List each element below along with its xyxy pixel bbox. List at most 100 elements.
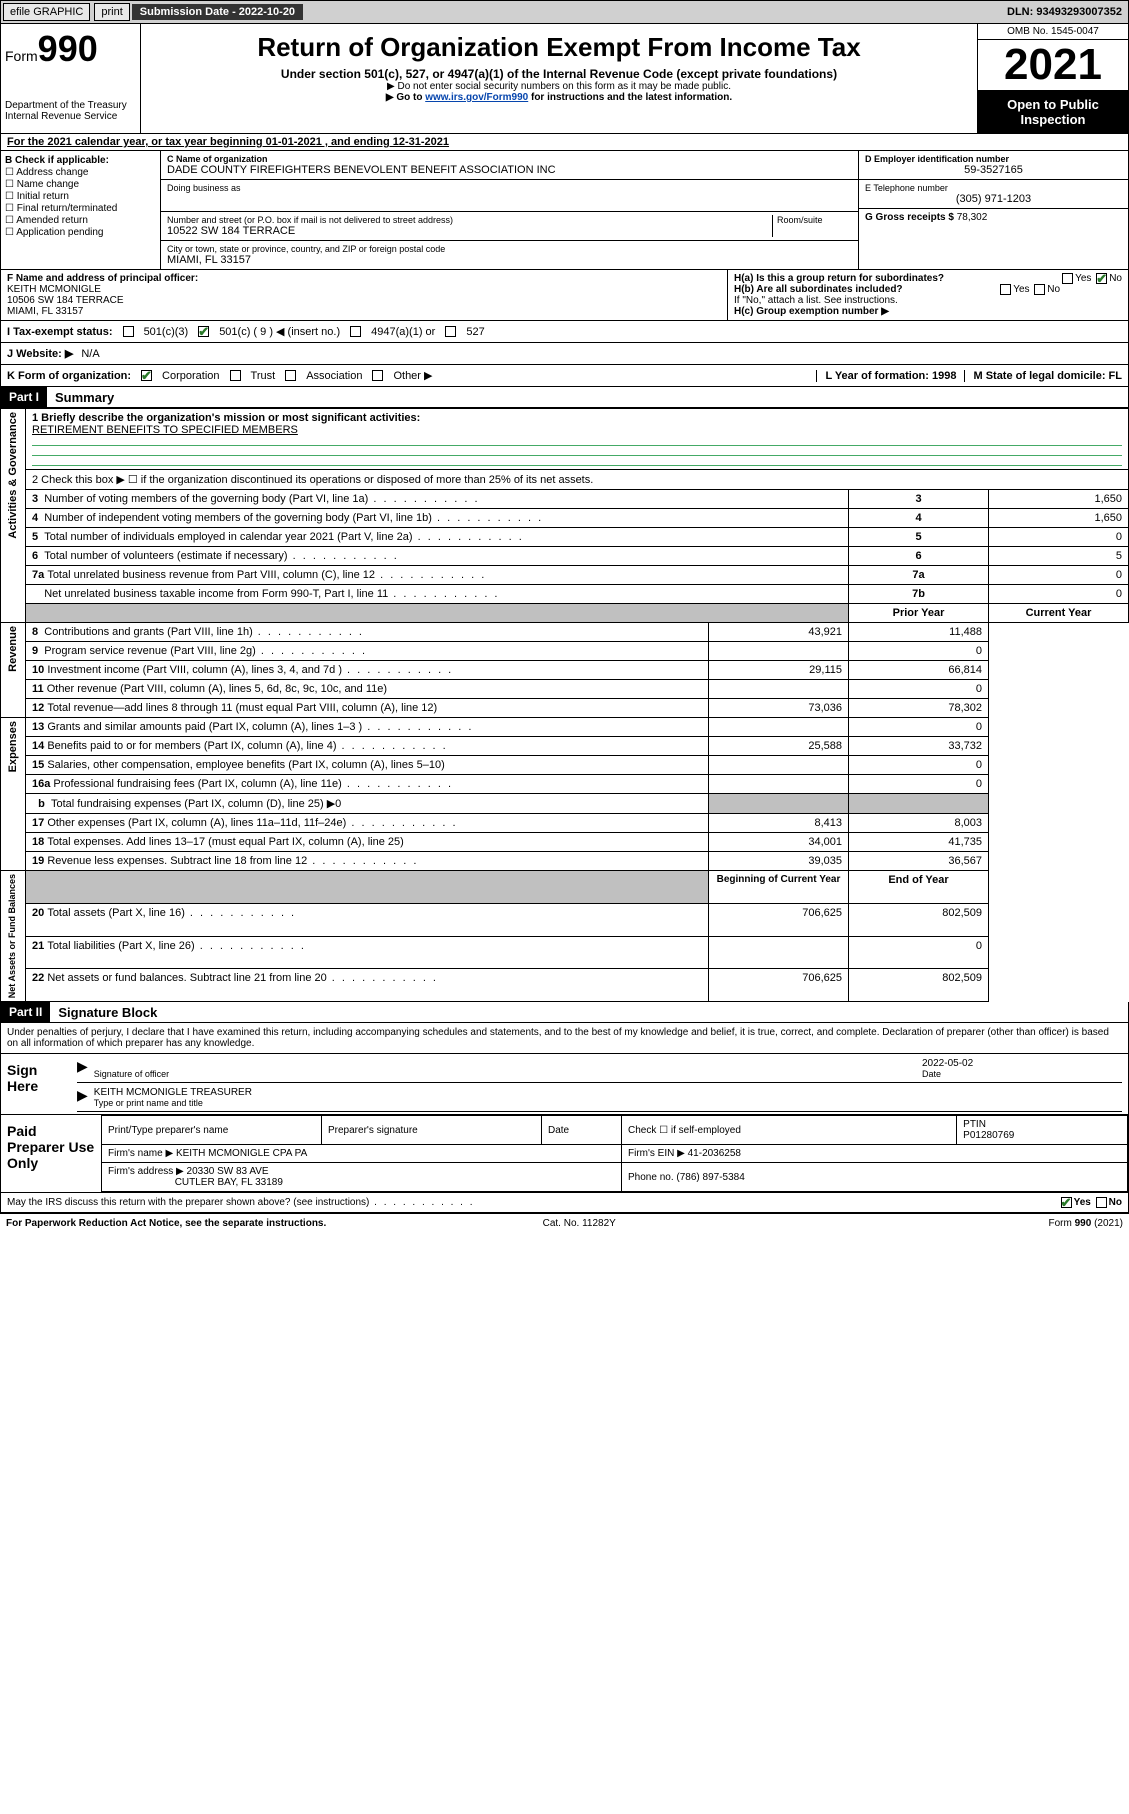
section-bcdeg: B Check if applicable: ☐ Address change … [0, 151, 1129, 270]
form-title: Return of Organization Exempt From Incom… [145, 32, 973, 63]
paperwork-notice: For Paperwork Reduction Act Notice, see … [6, 1218, 326, 1229]
prep-phone: (786) 897-5384 [676, 1172, 744, 1183]
ha-yes[interactable] [1062, 273, 1073, 284]
firm-name: KEITH MCMONIGLE CPA PA [176, 1148, 307, 1159]
opt-501c3: 501(c)(3) [144, 326, 189, 338]
form-header: Form990 Department of the Treasury Inter… [0, 24, 1129, 134]
print-button[interactable]: print [94, 3, 129, 21]
check-self: Check ☐ if self-employed [622, 1116, 957, 1145]
row-8: Revenue 8 Contributions and grants (Part… [1, 623, 1129, 642]
row-19: 19 Revenue less expenses. Subtract line … [1, 852, 1129, 871]
hb-no[interactable] [1034, 284, 1045, 295]
chk-pending[interactable]: ☐ Application pending [5, 227, 156, 238]
hb-label: H(b) Are all subordinates included? [734, 284, 903, 295]
grp-gov: Activities & Governance [7, 412, 19, 539]
d-label: D Employer identification number [865, 154, 1122, 164]
phone: (305) 971-1203 [865, 193, 1122, 205]
officer-name: KEITH MCMONIGLE [7, 284, 721, 295]
firm-ein: 41-2036258 [688, 1148, 741, 1159]
line2: 2 Check this box ▶ ☐ if the organization… [26, 470, 1129, 490]
part2-title: Signature Block [50, 1005, 157, 1020]
ptin-label: PTIN [963, 1119, 986, 1130]
header-center: Return of Organization Exempt From Incom… [141, 24, 978, 133]
tax-year-text: For the 2021 calendar year, or tax year … [7, 136, 449, 148]
row-18: 18 Total expenses. Add lines 13–17 (must… [1, 833, 1129, 852]
ha-label: H(a) Is this a group return for subordin… [734, 273, 944, 284]
chk-assoc[interactable] [285, 370, 296, 381]
form-subtitle: Under section 501(c), 527, or 4947(a)(1)… [145, 67, 973, 81]
row-9: 9 Program service revenue (Part VIII, li… [1, 642, 1129, 661]
discuss-yes[interactable] [1061, 1197, 1072, 1208]
row-3: 3 Number of voting members of the govern… [1, 490, 1129, 509]
date-label: Date [922, 1069, 941, 1079]
firm-addr1: 20330 SW 83 AVE [187, 1166, 269, 1177]
opt-corp: Corporation [162, 370, 219, 382]
section-fh: F Name and address of principal officer:… [0, 270, 1129, 321]
part1-header: Part I [1, 387, 47, 407]
chk-other[interactable] [372, 370, 383, 381]
row-k: K Form of organization: Corporation Trus… [0, 365, 1129, 387]
omb-number: OMB No. 1545-0047 [978, 24, 1128, 40]
part2-header: Part II [1, 1002, 50, 1022]
firm-addr-label: Firm's address ▶ [108, 1166, 184, 1177]
row-7a: 7a Total unrelated business revenue from… [1, 566, 1129, 585]
ptin-val: P01280769 [963, 1130, 1014, 1141]
e-label: E Telephone number [865, 183, 1122, 193]
chk-corp[interactable] [141, 370, 152, 381]
paid-label: Paid Preparer Use Only [1, 1115, 101, 1192]
chk-4947[interactable] [350, 326, 361, 337]
gross-receipts: 78,302 [957, 212, 988, 223]
chk-trust[interactable] [230, 370, 241, 381]
chk-amended[interactable]: ☐ Amended return [5, 215, 156, 226]
room-label: Room/suite [777, 215, 852, 225]
chk-527[interactable] [445, 326, 456, 337]
declaration: Under penalties of perjury, I declare th… [1, 1023, 1128, 1053]
row-11: 11 Other revenue (Part VIII, column (A),… [1, 680, 1129, 699]
part1-title: Summary [47, 390, 114, 405]
row-boyeoy-header: Net Assets or Fund Balances Beginning of… [1, 871, 1129, 904]
row-20: 20 Total assets (Part X, line 16)706,625… [1, 903, 1129, 936]
top-bar: efile GRAPHIC print Submission Date - 20… [0, 0, 1129, 24]
hc-label: H(c) Group exemption number ▶ [734, 306, 1122, 317]
row-13: Expenses 13 Grants and similar amounts p… [1, 718, 1129, 737]
k-label: K Form of organization: [7, 370, 131, 382]
chk-final[interactable]: ☐ Final return/terminated [5, 203, 156, 214]
open-inspection: Open to Public Inspection [978, 91, 1128, 133]
grp-exp: Expenses [7, 721, 19, 772]
section-b-checks: B Check if applicable: ☐ Address change … [1, 151, 161, 269]
signature-block: Under penalties of perjury, I declare th… [0, 1023, 1129, 1213]
firm-ein-label: Firm's EIN ▶ [628, 1148, 685, 1159]
line1-label: 1 Briefly describe the organization's mi… [32, 412, 1122, 424]
ha-no[interactable] [1096, 273, 1107, 284]
row-5: 5 Total number of individuals employed i… [1, 528, 1129, 547]
chk-501c3[interactable] [123, 326, 134, 337]
chk-initial[interactable]: ☐ Initial return [5, 191, 156, 202]
hb-yes[interactable] [1000, 284, 1011, 295]
section-deg: D Employer identification number 59-3527… [858, 151, 1128, 269]
section-h: H(a) Is this a group return for subordin… [728, 270, 1128, 320]
sig-officer-label: Signature of officer [94, 1069, 169, 1079]
f-label: F Name and address of principal officer: [7, 273, 721, 284]
chk-address[interactable]: ☐ Address change [5, 167, 156, 178]
part2-header-row: Part II Signature Block [0, 1002, 1129, 1023]
phone-label: Phone no. [628, 1172, 674, 1183]
row-16b: b Total fundraising expenses (Part IX, c… [1, 794, 1129, 814]
sign-here-row: Sign Here ▶ Signature of officer 2022-05… [1, 1053, 1128, 1114]
efile-label: efile GRAPHIC [3, 3, 90, 21]
note-ssn: ▶ Do not enter social security numbers o… [145, 81, 973, 92]
opt-4947: 4947(a)(1) or [371, 326, 435, 338]
cat-no: Cat. No. 11282Y [543, 1218, 616, 1229]
discuss-no[interactable] [1096, 1197, 1107, 1208]
section-c: C Name of organization DADE COUNTY FIREF… [161, 151, 858, 269]
form-footer: Form 990 (2021) [1049, 1218, 1123, 1229]
chk-name[interactable]: ☐ Name change [5, 179, 156, 190]
ein: 59-3527165 [865, 164, 1122, 176]
officer-name-title: KEITH MCMONIGLE TREASURER [94, 1087, 252, 1098]
g-label: G Gross receipts $ [865, 212, 954, 223]
chk-501c[interactable] [198, 326, 209, 337]
hb-note: If "No," attach a list. See instructions… [734, 295, 1122, 306]
opt-assoc: Association [306, 370, 362, 382]
b-header: B Check if applicable: [5, 155, 156, 166]
firm-name-label: Firm's name ▶ [108, 1148, 173, 1159]
irs-link[interactable]: www.irs.gov/Form990 [425, 92, 528, 103]
